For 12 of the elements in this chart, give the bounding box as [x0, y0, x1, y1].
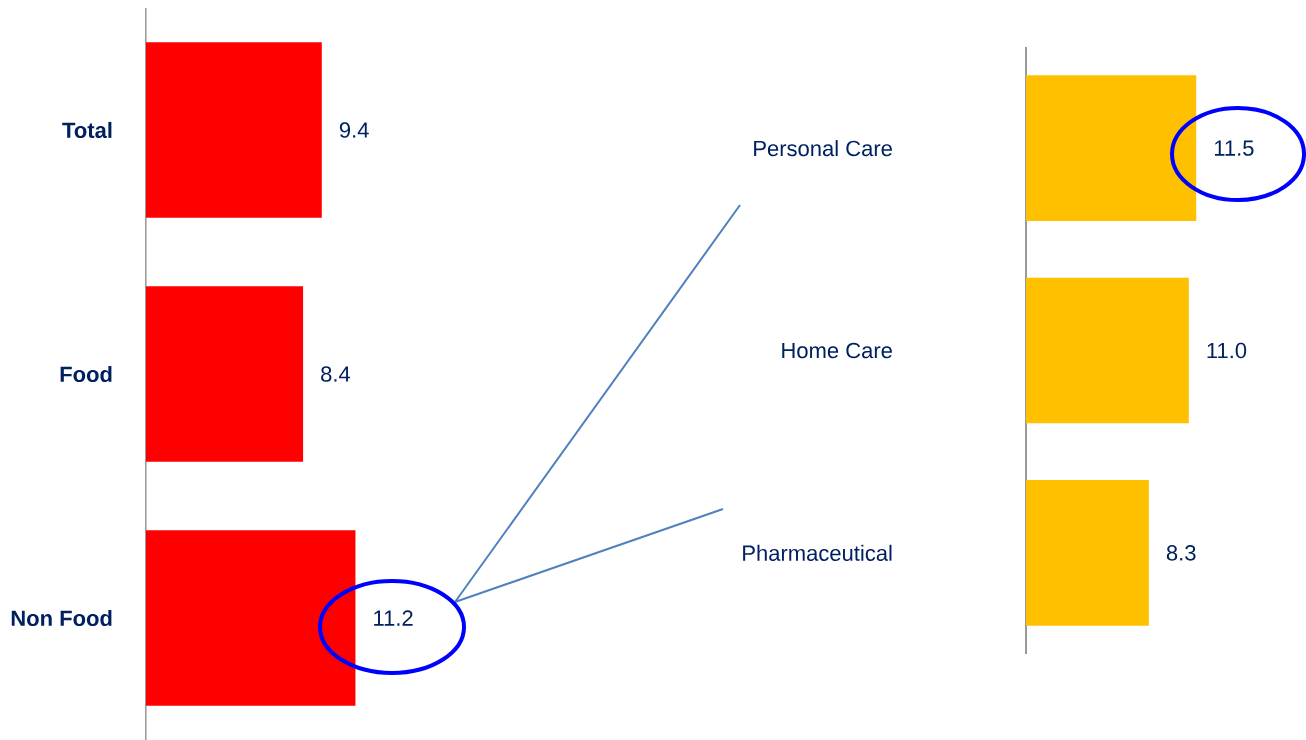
y-tick-label: Food	[60, 365, 112, 383]
y-tick-label: Home Care	[782, 342, 892, 359]
y-tick-label: Non Food	[11, 609, 112, 627]
y-tick-label: Total	[62, 121, 112, 139]
y-tick-label: Personal Care	[754, 140, 892, 157]
data-label: 11.5	[1214, 140, 1254, 156]
data-label: 8.4	[321, 366, 351, 382]
data-label: 9.4	[339, 122, 369, 138]
data-label: 8.3	[1166, 545, 1196, 561]
y-tick-label: Pharmaceutical	[743, 544, 892, 561]
data-label: 11.2	[374, 610, 413, 626]
data-label: 11.0	[1207, 342, 1247, 359]
